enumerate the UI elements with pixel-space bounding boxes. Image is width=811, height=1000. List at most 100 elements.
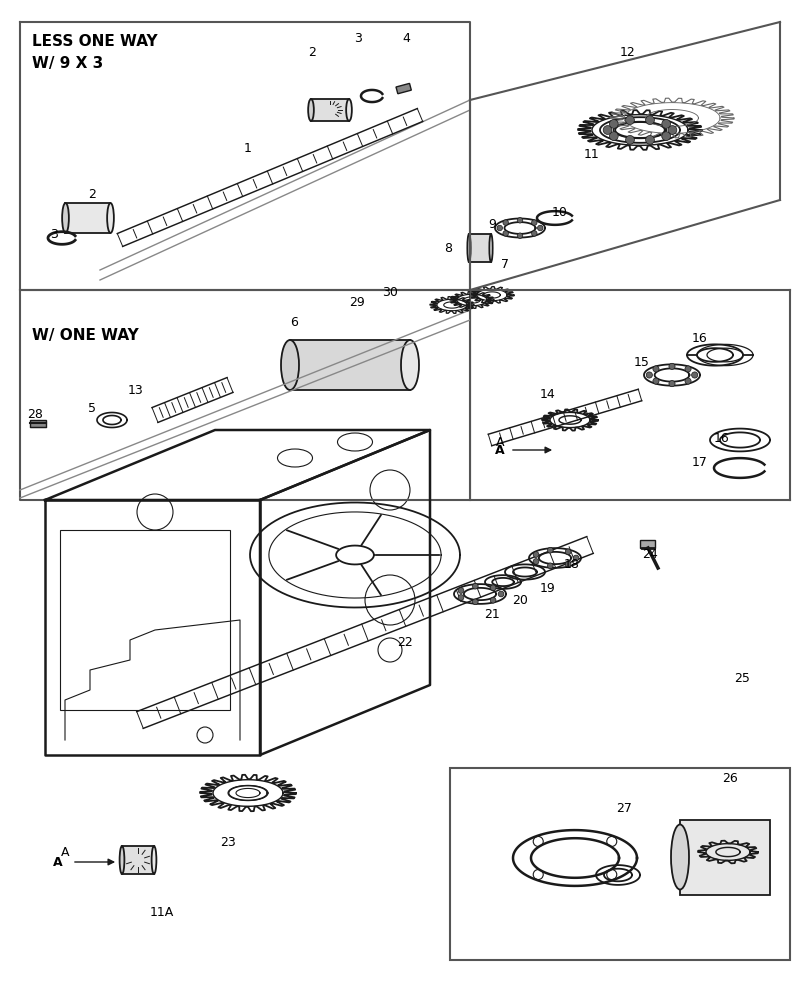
Ellipse shape <box>345 99 351 121</box>
Text: 24: 24 <box>642 548 657 562</box>
Text: 9: 9 <box>487 219 496 232</box>
Text: W/ 9 X 3: W/ 9 X 3 <box>32 56 103 71</box>
Ellipse shape <box>489 234 492 262</box>
Ellipse shape <box>119 846 124 874</box>
Text: 25: 25 <box>733 672 749 684</box>
Text: 12: 12 <box>620 45 635 58</box>
Text: W/ ONE WAY: W/ ONE WAY <box>32 328 139 343</box>
Text: 17: 17 <box>691 456 707 468</box>
Bar <box>60 530 230 710</box>
Circle shape <box>498 591 504 597</box>
Circle shape <box>457 595 463 600</box>
Circle shape <box>564 561 570 567</box>
Circle shape <box>624 135 633 144</box>
Circle shape <box>537 225 543 231</box>
Bar <box>311 99 349 121</box>
Ellipse shape <box>401 340 418 390</box>
Circle shape <box>472 599 478 605</box>
Bar <box>679 820 769 895</box>
Bar <box>66 203 110 233</box>
Circle shape <box>547 547 552 553</box>
Text: LESS ONE WAY: LESS ONE WAY <box>32 34 157 49</box>
Circle shape <box>691 372 697 378</box>
Text: A: A <box>496 436 504 450</box>
Circle shape <box>684 378 690 384</box>
Ellipse shape <box>467 234 470 262</box>
Text: 18: 18 <box>564 558 579 572</box>
Ellipse shape <box>152 846 157 874</box>
Ellipse shape <box>307 99 314 121</box>
Text: 19: 19 <box>539 582 556 594</box>
Text: 2: 2 <box>307 45 315 58</box>
Circle shape <box>533 559 539 564</box>
Text: 27: 27 <box>616 802 631 814</box>
Text: 28: 28 <box>27 408 43 422</box>
Text: 11: 11 <box>583 148 599 161</box>
Text: 3: 3 <box>50 229 58 241</box>
Text: 15: 15 <box>633 356 649 368</box>
Circle shape <box>661 132 670 140</box>
Bar <box>469 234 491 262</box>
Circle shape <box>547 563 552 569</box>
Circle shape <box>667 126 676 134</box>
Ellipse shape <box>281 340 298 390</box>
Ellipse shape <box>670 824 689 890</box>
Text: 6: 6 <box>290 316 298 328</box>
Circle shape <box>668 381 674 387</box>
Circle shape <box>645 135 654 144</box>
Bar <box>449 768 789 960</box>
Ellipse shape <box>62 203 69 233</box>
Circle shape <box>652 366 659 372</box>
Text: 22: 22 <box>397 636 412 648</box>
Text: 8: 8 <box>444 241 452 254</box>
Circle shape <box>531 220 536 225</box>
Circle shape <box>646 372 651 378</box>
Text: A: A <box>54 856 62 868</box>
Text: A: A <box>61 846 69 858</box>
Circle shape <box>603 126 611 134</box>
Circle shape <box>490 585 496 591</box>
Text: 29: 29 <box>349 296 364 310</box>
Circle shape <box>573 555 578 561</box>
Text: A: A <box>495 444 504 456</box>
Circle shape <box>533 552 539 557</box>
Text: 26: 26 <box>721 772 737 784</box>
Text: 2: 2 <box>88 188 96 202</box>
Circle shape <box>496 225 502 231</box>
Text: 11A: 11A <box>150 906 174 918</box>
Text: 23: 23 <box>220 836 235 848</box>
Circle shape <box>502 220 508 225</box>
Circle shape <box>490 597 496 603</box>
Ellipse shape <box>107 203 114 233</box>
Text: 16: 16 <box>691 332 707 344</box>
Text: 3: 3 <box>354 31 362 44</box>
Text: 10: 10 <box>551 206 567 219</box>
Bar <box>639 540 654 548</box>
Circle shape <box>564 549 570 555</box>
Text: 14: 14 <box>539 388 556 401</box>
Text: 20: 20 <box>512 593 527 606</box>
Text: 5: 5 <box>88 401 96 414</box>
Circle shape <box>608 132 617 140</box>
Circle shape <box>684 366 690 372</box>
Circle shape <box>472 583 478 589</box>
Text: 4: 4 <box>401 31 410 44</box>
Bar <box>290 340 410 390</box>
Text: 13: 13 <box>128 383 144 396</box>
Circle shape <box>531 231 536 236</box>
Circle shape <box>645 116 654 125</box>
Text: 30: 30 <box>382 286 397 298</box>
Bar <box>30 420 46 427</box>
Circle shape <box>502 231 508 236</box>
Circle shape <box>661 120 670 128</box>
Bar <box>122 846 154 874</box>
Text: 21: 21 <box>483 608 500 621</box>
Circle shape <box>652 378 659 384</box>
Circle shape <box>517 218 522 223</box>
Circle shape <box>457 588 463 593</box>
Circle shape <box>517 233 522 238</box>
Circle shape <box>608 120 617 128</box>
Text: 16: 16 <box>713 432 729 444</box>
Circle shape <box>668 363 674 369</box>
Circle shape <box>624 116 633 125</box>
